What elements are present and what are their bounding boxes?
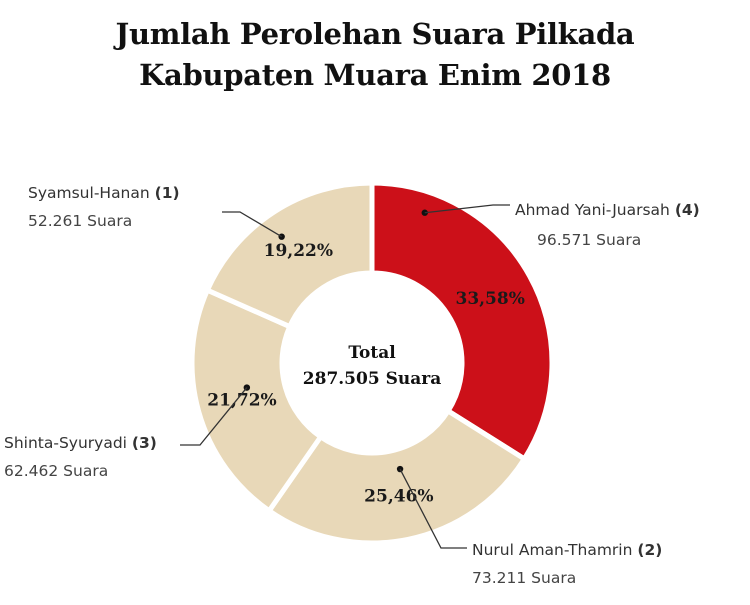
votes-label-shinta-syuryadi: 62.462 Suara <box>4 462 108 480</box>
percent-label-syamsul-hanan: 19,22% <box>264 241 333 261</box>
candidate-label-nurul-aman-thamrin: Nurul Aman-Thamrin (2) <box>472 541 662 559</box>
center-total-value: 287.505 Suara <box>303 369 441 389</box>
center-total-label: Total <box>348 343 396 363</box>
leader-line-syamsul-hanan <box>222 211 282 238</box>
chart-title: Jumlah Perolehan Suara Pilkada Kabupaten… <box>0 14 750 96</box>
leader-line-nurul-aman-thamrin <box>399 468 467 549</box>
chart-title-line-1: Jumlah Perolehan Suara Pilkada <box>115 17 635 51</box>
leader-dot-ahmad-yani-juarsah <box>421 209 428 216</box>
percent-label-ahmad-yani-juarsah: 33,58% <box>455 289 524 309</box>
percent-label-shinta-syuryadi: 21,72% <box>207 390 276 410</box>
chart-title-line-2: Kabupaten Muara Enim 2018 <box>139 58 611 92</box>
leader-dot-nurul-aman-thamrin <box>396 465 404 473</box>
votes-label-ahmad-yani-juarsah: 96.571 Suara <box>537 231 641 249</box>
slice-syamsul-hanan <box>204 180 375 330</box>
candidate-label-syamsul-hanan: Syamsul-Hanan (1) <box>28 184 180 202</box>
slice-ahmad-yani-juarsah <box>369 180 555 463</box>
leader-line-ahmad-yani-juarsah <box>424 204 510 214</box>
percent-label-nurul-aman-thamrin: 25,46% <box>364 486 433 506</box>
candidate-label-ahmad-yani-juarsah: Ahmad Yani-Juarsah (4) <box>515 201 700 219</box>
slice-nurul-aman-thamrin <box>265 407 528 546</box>
candidate-label-shinta-syuryadi: Shinta-Syuryadi (3) <box>4 434 157 452</box>
donut-slices <box>189 180 555 546</box>
chart-annotations: 33,58% Ahmad Yani-Juarsah (4) 96.571 Suara… <box>4 184 700 587</box>
votes-label-syamsul-hanan: 52.261 Suara <box>28 212 132 230</box>
leader-line-shinta-syuryadi <box>180 387 248 446</box>
slice-shinta-syuryadi <box>189 286 325 515</box>
votes-label-nurul-aman-thamrin: 73.211 Suara <box>472 569 576 587</box>
